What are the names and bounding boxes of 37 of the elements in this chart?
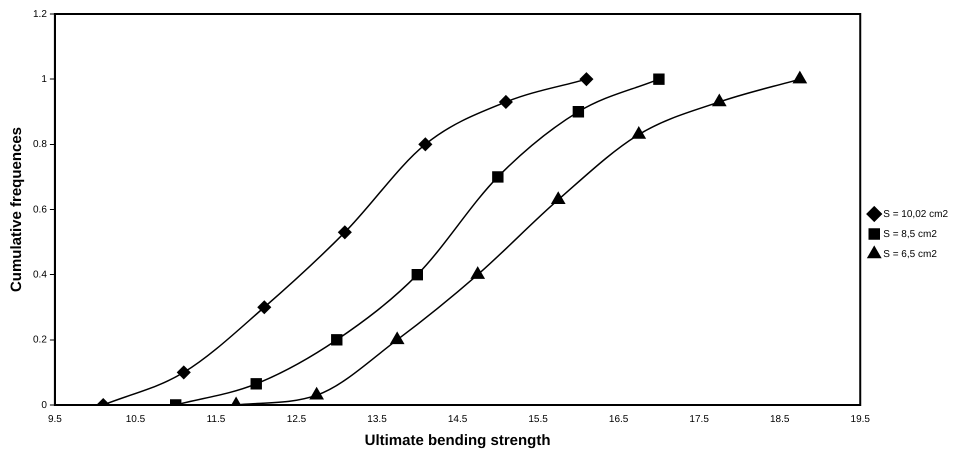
- point: [470, 266, 485, 279]
- y-tick-label: 0.2: [32, 334, 48, 346]
- point: [572, 106, 584, 118]
- x-tick-label: 12.5: [286, 414, 307, 425]
- y-tick-label: 0.8: [32, 139, 48, 150]
- x-tick-label: 15.5: [528, 414, 548, 425]
- point: [551, 192, 566, 204]
- x-tick-label: 10.5: [126, 414, 146, 425]
- x-tick-label: 17.5: [689, 414, 710, 425]
- point: [338, 226, 352, 240]
- x-tick-label: 14.5: [448, 414, 468, 425]
- point: [492, 171, 504, 183]
- x-tick-label: 16.5: [608, 414, 629, 425]
- x-axis-title: Ultimate bending strength: [364, 432, 550, 450]
- legend-label: S = 10,02 cm2: [883, 208, 948, 220]
- x-tick-label: 13.5: [367, 414, 388, 425]
- y-tick-label: 0: [41, 400, 48, 411]
- y-tick-label: 0.6: [32, 204, 48, 216]
- point: [632, 126, 646, 139]
- point: [412, 268, 424, 280]
- x-tick-label: 9.5: [48, 414, 62, 425]
- y-tick-label: 0.4: [32, 269, 48, 280]
- point: [653, 73, 665, 85]
- point: [390, 332, 404, 344]
- legend-label: S = 6,5 cm2: [883, 248, 938, 260]
- point: [499, 95, 513, 109]
- y-axis-title: Cumulative frequences: [8, 126, 26, 292]
- x-tick-label: 19.5: [850, 414, 870, 425]
- y-tick-label: 1: [41, 74, 48, 85]
- point: [258, 300, 272, 314]
- legend-label: S = 8,5 cm2: [883, 228, 938, 240]
- point: [580, 72, 594, 86]
- x-tick-label: 11.5: [206, 414, 226, 425]
- x-tick-label: 18.5: [770, 414, 790, 425]
- point: [418, 138, 432, 152]
- y-tick-label: 1.2: [32, 8, 48, 20]
- point: [310, 387, 324, 400]
